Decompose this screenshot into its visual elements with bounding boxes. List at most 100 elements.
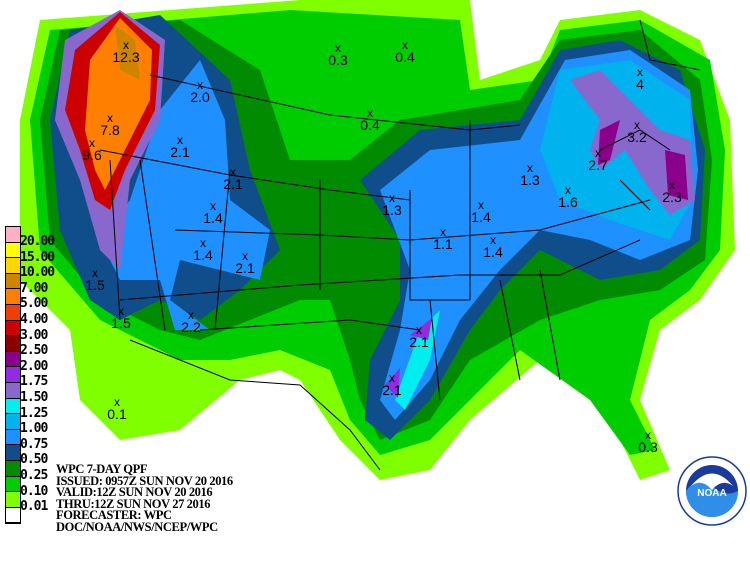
- precip-maximum: x 0.4: [360, 107, 380, 133]
- point-marker-icon: x: [118, 304, 124, 318]
- point-marker-icon: x: [230, 165, 236, 179]
- legend-swatch: [6, 367, 20, 383]
- point-marker-icon: x: [565, 183, 571, 197]
- point-marker-icon: x: [440, 225, 446, 239]
- point-marker-icon: x: [634, 118, 640, 132]
- point-marker-icon: x: [177, 133, 183, 147]
- point-marker-icon: x: [645, 428, 651, 442]
- legend-label: 1.50: [20, 390, 48, 405]
- legend-label: 0.25: [20, 468, 48, 483]
- precip-maximum: x 1.5: [111, 304, 130, 330]
- legend-label: 5.00: [20, 296, 48, 312]
- precip-maximum: x 9.6: [82, 136, 101, 162]
- point-marker-icon: x: [123, 38, 129, 52]
- point-value: 1.6: [558, 194, 578, 210]
- legend-label: 3.00: [20, 327, 48, 343]
- legend-swatch: [6, 414, 20, 430]
- precip-maximum: x 0.1: [107, 396, 127, 422]
- precip-maximum: x 7.8: [100, 111, 120, 138]
- product-title: WPC 7-DAY QPF: [56, 462, 148, 476]
- legend-swatch: [6, 242, 20, 259]
- point-value: 2.3: [662, 189, 682, 205]
- legend-label: 2.50: [20, 343, 48, 359]
- point-marker-icon: x: [188, 308, 194, 322]
- precip-maximum: x 1.4: [203, 200, 223, 226]
- point-value: 3.2: [627, 129, 647, 145]
- point-marker-icon: x: [402, 38, 408, 52]
- legend-swatch: [6, 336, 20, 352]
- point-value: 7.8: [100, 122, 120, 138]
- point-marker-icon: x: [490, 233, 496, 247]
- legend-swatch: [6, 445, 20, 461]
- legend-swatch: [6, 507, 20, 524]
- precip-maximum: x 0.4: [395, 38, 414, 64]
- point-marker-icon: x: [89, 136, 95, 150]
- point-marker-icon: x: [669, 178, 675, 192]
- precip-maximum: x 2.1: [409, 323, 429, 350]
- legend-label: 0.75: [20, 436, 48, 452]
- point-marker-icon: x: [416, 323, 422, 337]
- point-value: 0.4: [360, 117, 380, 133]
- noaa-logo: NOAA: [677, 456, 747, 526]
- precip-maximum: x 1.1: [433, 225, 453, 252]
- point-value: 1.4: [203, 210, 223, 226]
- legend-label: 1.00: [20, 421, 48, 437]
- legend-swatch: [6, 304, 20, 321]
- point-value: 1.1: [433, 236, 453, 252]
- point-marker-icon: x: [527, 161, 533, 175]
- point-value: 2.1: [382, 382, 402, 398]
- precip-maximum: x 2.7: [588, 146, 608, 173]
- precip-maximum: x 1.3: [520, 161, 539, 187]
- valid-time: VALID:12Z SUN NOV 20 2016: [56, 485, 213, 500]
- point-value: 2.0: [190, 89, 210, 105]
- legend-swatch: [6, 398, 20, 415]
- point-marker-icon: x: [197, 78, 203, 92]
- point-value: 2.7: [588, 157, 608, 173]
- precip-maximum: x 1.3: [382, 192, 402, 218]
- point-value: 1.4: [471, 209, 491, 225]
- precip-maximum: x 2.2: [181, 308, 201, 335]
- point-marker-icon: x: [92, 266, 98, 280]
- point-value: 1.5: [85, 277, 105, 293]
- point-marker-icon: x: [389, 371, 395, 385]
- precip-maximum: x 0.3: [638, 428, 657, 454]
- legend-label: 10.00: [20, 265, 55, 281]
- point-marker-icon: x: [200, 236, 206, 250]
- legend-label: 0.01: [20, 499, 48, 515]
- precip-maximum: x 1.4: [471, 198, 491, 225]
- legend-label: 15.00: [20, 249, 55, 265]
- precip-maximum: x 1.6: [558, 183, 578, 210]
- legend-swatch: [6, 273, 20, 290]
- legend-label: 20.00: [20, 234, 55, 249]
- point-value: 4: [636, 76, 644, 92]
- precip-maximum: x 2.1: [235, 249, 254, 275]
- point-value: 2.1: [409, 334, 429, 350]
- point-value: 0.1: [107, 406, 127, 422]
- point-marker-icon: x: [595, 146, 601, 160]
- point-value: 1.3: [382, 202, 402, 218]
- source-agency: DOC/NOAA/NWS/NCEP/WPC: [56, 519, 218, 534]
- legend-label: 4.00: [20, 312, 48, 327]
- legend-label: 2.00: [20, 358, 48, 374]
- point-value: 0.3: [328, 52, 348, 68]
- point-marker-icon: x: [478, 198, 484, 212]
- point-value: 2.1: [170, 144, 190, 160]
- point-marker-icon: x: [107, 111, 113, 125]
- precip-maximum: x 1.5: [85, 266, 105, 293]
- forecaster: FORECASTER: WPC: [56, 508, 172, 523]
- precip-legend: [5, 226, 21, 525]
- legend-swatch: [6, 492, 20, 508]
- legend-label: 1.75: [20, 374, 48, 390]
- precip-maximum: x 2.0: [190, 78, 210, 105]
- point-marker-icon: x: [636, 65, 643, 79]
- precip-maximum: x 0.3: [328, 42, 348, 68]
- legend-label: 7.00: [20, 280, 48, 296]
- point-marker-icon: x: [242, 249, 248, 263]
- point-value: 2.2: [181, 319, 201, 335]
- thru-time: THRU:12Z SUN NOV 27 2016: [56, 496, 211, 511]
- precip-maximum: x 2.1: [170, 133, 190, 160]
- precip-maximum: x 2.3: [662, 178, 682, 205]
